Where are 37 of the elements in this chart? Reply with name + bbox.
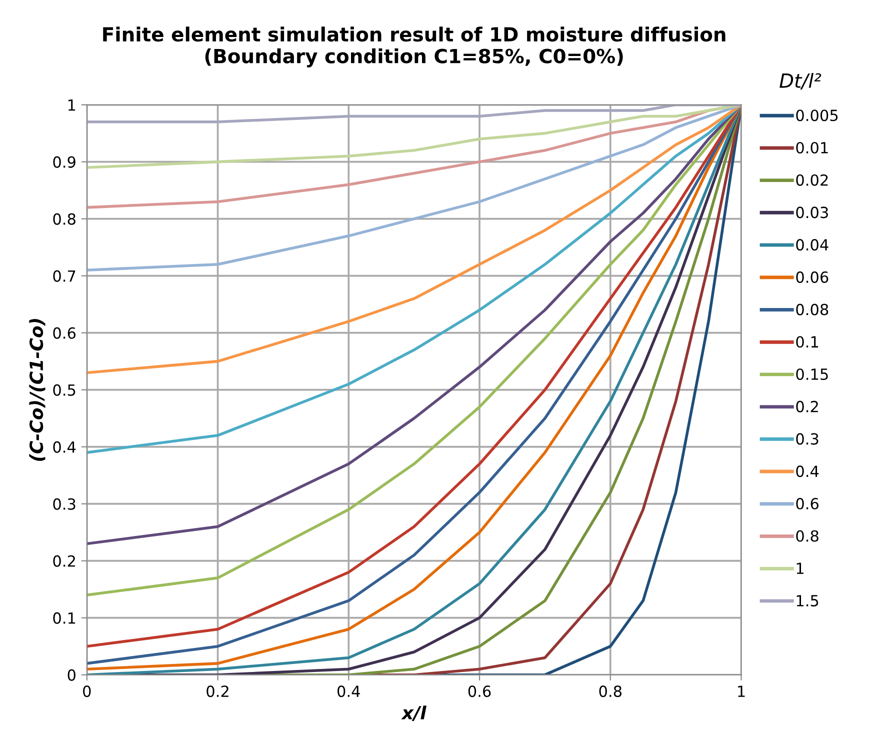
legend-label: 0.3 xyxy=(796,433,818,445)
legend-label: 0.8 xyxy=(796,530,818,542)
x-tick-label: 0.2 xyxy=(206,686,228,698)
legend-label: 0.005 xyxy=(796,110,838,122)
legend-label: 0.6 xyxy=(796,498,818,510)
legend-label: 0.06 xyxy=(796,271,828,283)
legend-title: Dt/l² xyxy=(780,72,822,90)
y-tick-label: 0.5 xyxy=(53,384,76,396)
legend-label: 0.03 xyxy=(796,206,828,218)
y-tick-label: 0.6 xyxy=(53,327,76,339)
chart-title: Finite element simulation result of 1D moisture diffusion (Boundary condition C1=85%, C0=0%) xyxy=(103,26,726,68)
legend-label: 1 xyxy=(796,562,804,574)
legend-label: 0.15 xyxy=(796,368,828,380)
y-tick-label: 0.3 xyxy=(53,498,76,510)
y-tick-label: 0.2 xyxy=(53,555,75,567)
legend-label: 0.02 xyxy=(796,174,828,186)
x-tick-label: 0 xyxy=(83,686,91,698)
y-tick-label: 0.9 xyxy=(53,156,76,168)
legend-label: 0.2 xyxy=(796,400,818,412)
x-tick-label: 0.6 xyxy=(468,686,491,698)
legend-label: 1.5 xyxy=(796,595,818,606)
y-tick-label: 0 xyxy=(68,669,76,681)
x-tick-label: 1 xyxy=(738,686,745,697)
x-axis-title: x/l xyxy=(401,706,426,721)
legend-label: 0.4 xyxy=(796,466,819,478)
y-tick-label: 0.1 xyxy=(53,612,76,624)
legend-label: 0.04 xyxy=(796,239,828,251)
y-axis-title: (C-Co)/(C1-Co) xyxy=(29,319,46,461)
legend-label: 0.1 xyxy=(796,336,818,348)
legend-label: 0.01 xyxy=(796,142,828,154)
legend-label: 0.08 xyxy=(796,304,828,316)
x-tick-label: 0.8 xyxy=(599,686,622,698)
y-tick-label: 0.4 xyxy=(53,441,76,453)
y-tick-label: 0.7 xyxy=(53,270,76,282)
x-tick-label: 0.4 xyxy=(338,686,360,698)
y-tick-label: 0.8 xyxy=(53,213,76,225)
y-tick-label: 1 xyxy=(68,99,76,111)
